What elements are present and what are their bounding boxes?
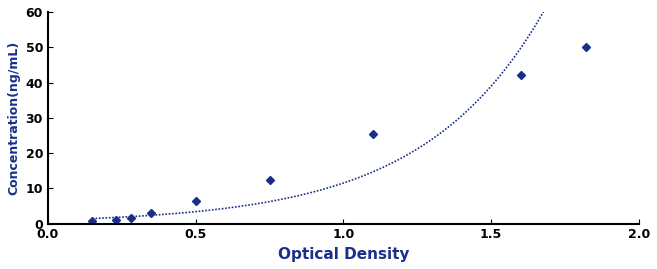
X-axis label: Optical Density: Optical Density (278, 247, 409, 262)
Y-axis label: Concentration(ng/mL): Concentration(ng/mL) (7, 41, 20, 195)
